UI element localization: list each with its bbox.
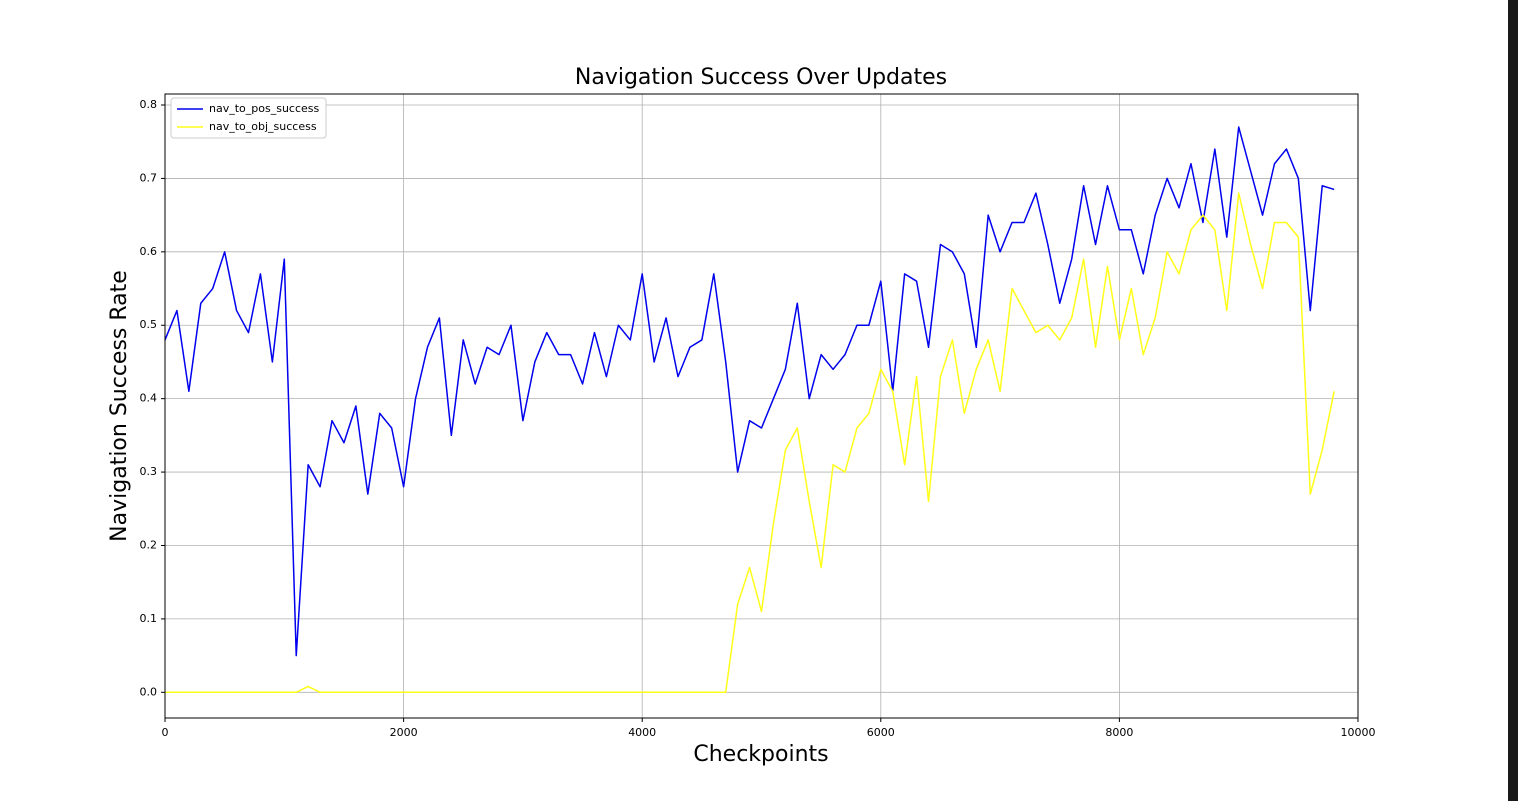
x-tick-label: 8000 <box>1105 726 1133 739</box>
y-tick-label: 0.1 <box>140 612 158 625</box>
x-tick-label: 0 <box>162 726 169 739</box>
series-line <box>164 126 1335 657</box>
y-tick-label: 0.0 <box>140 685 158 698</box>
y-tick-label: 0.7 <box>140 171 158 184</box>
x-tick-label: 10000 <box>1341 726 1376 739</box>
x-axis-label: Checkpoints <box>693 742 828 767</box>
chart-title: Navigation Success Over Updates <box>575 65 947 90</box>
y-tick-label: 0.8 <box>140 98 158 111</box>
y-tick-label: 0.3 <box>140 465 158 478</box>
x-tick-label: 4000 <box>628 726 656 739</box>
legend-label: nav_to_pos_success <box>209 102 320 115</box>
y-tick-label: 0.5 <box>140 318 158 331</box>
legend-label: nav_to_obj_success <box>209 120 317 133</box>
series-line <box>165 192 1335 694</box>
plot-frame <box>164 93 1359 719</box>
y-tick-label: 0.6 <box>140 245 158 258</box>
y-tick-label: 0.4 <box>140 392 158 405</box>
x-tick-label: 6000 <box>867 726 895 739</box>
y-axis-label: Navigation Success Rate <box>107 270 132 542</box>
y-tick-label: 0.2 <box>140 538 158 551</box>
legend: nav_to_pos_success nav_to_obj_success <box>170 97 327 139</box>
window-edge <box>1508 0 1518 801</box>
x-tick-label: 2000 <box>390 726 418 739</box>
legend-box <box>170 97 327 139</box>
